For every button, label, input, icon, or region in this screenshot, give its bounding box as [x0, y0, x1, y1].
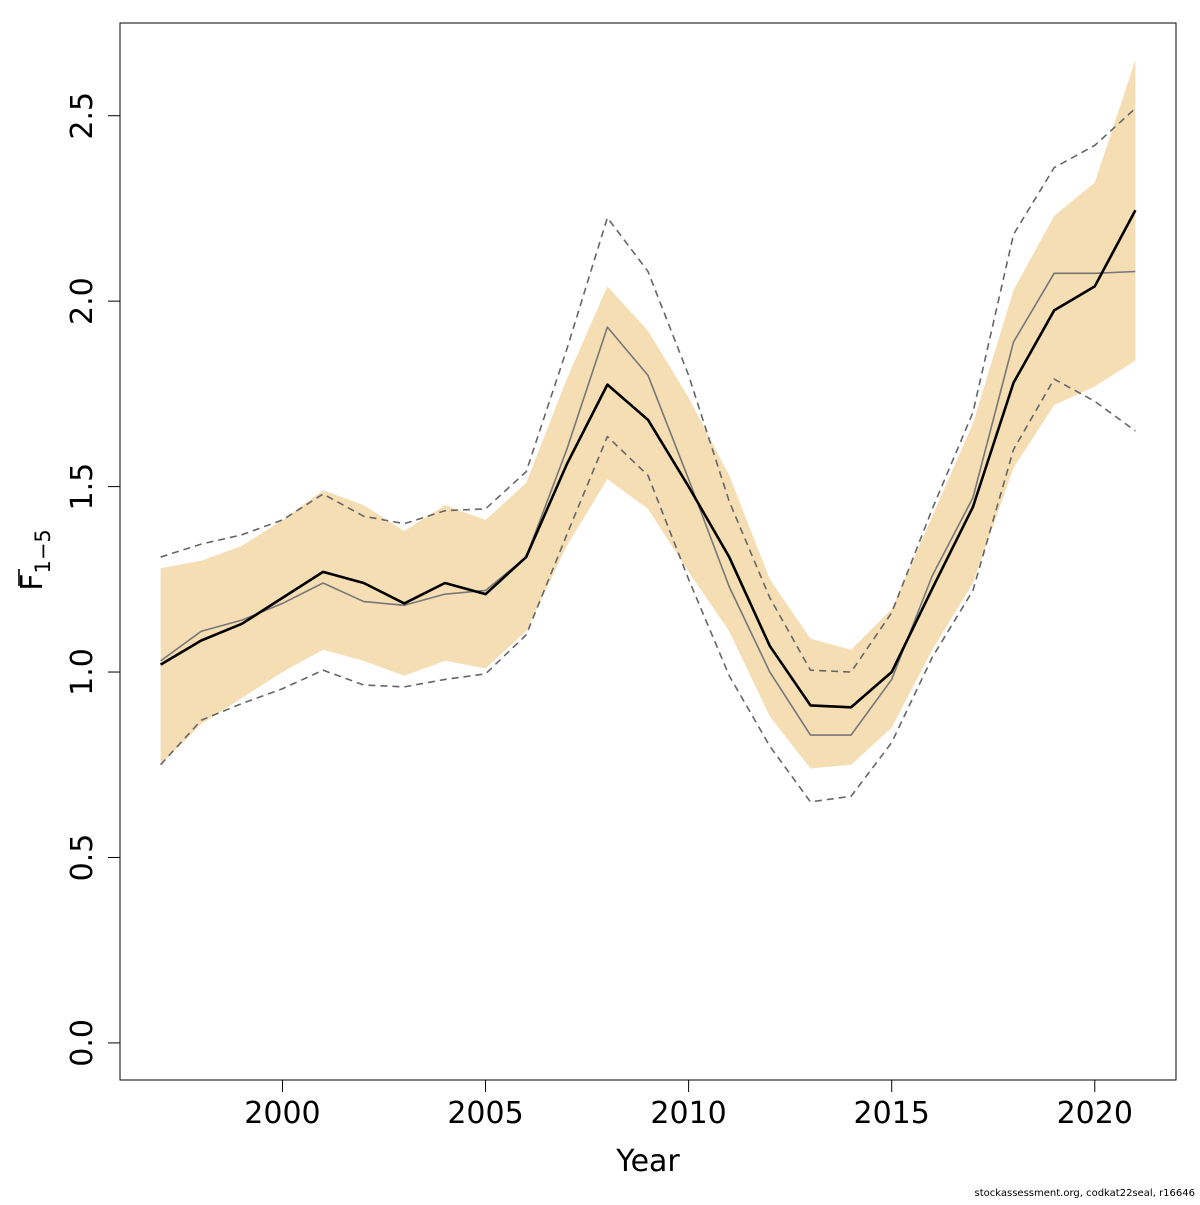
- y-axis-title-subscript: 1−5: [31, 529, 55, 573]
- x-tick-label: 2000: [244, 1096, 320, 1131]
- confidence-band-layer: [160, 60, 1136, 769]
- y-tick-label: 0.0: [65, 1019, 100, 1067]
- series-line-secondary: [160, 270, 1136, 736]
- x-axis-title: Year: [615, 1144, 680, 1179]
- x-tick-label: 2005: [447, 1096, 523, 1131]
- plot-frame: [119, 22, 1177, 1081]
- y-axis-title-main: F: [15, 574, 50, 591]
- credit-note: stockassessment.org, codkat22seal, r1664…: [975, 1188, 1195, 1199]
- series-line-estimate: [159, 209, 1137, 709]
- y-tick-label: 1.5: [65, 463, 100, 511]
- y-tick-label: 1.0: [65, 648, 100, 696]
- svg-text:F1−5: F1−5: [15, 529, 55, 591]
- x-tick-label: 2010: [650, 1096, 726, 1131]
- y-tick-label: 2.0: [65, 277, 100, 325]
- y-tick-label: 0.5: [65, 834, 100, 882]
- series-line-upper-dashed: [160, 107, 1136, 673]
- x-axis: 2000 2005 2010 2015 2020: [244, 1080, 1133, 1131]
- y-axis: 0.0 0.5 1.0 1.5 2.0 2.5: [65, 92, 120, 1067]
- series-layer: [159, 107, 1137, 803]
- x-tick-label: 2020: [1057, 1096, 1133, 1131]
- x-tick-label: 2015: [854, 1096, 930, 1131]
- y-tick-label: 2.5: [65, 92, 100, 140]
- y-axis-title: F1−5: [15, 529, 55, 591]
- series-line-lower-dashed: [160, 378, 1136, 803]
- confidence-band: [160, 60, 1136, 769]
